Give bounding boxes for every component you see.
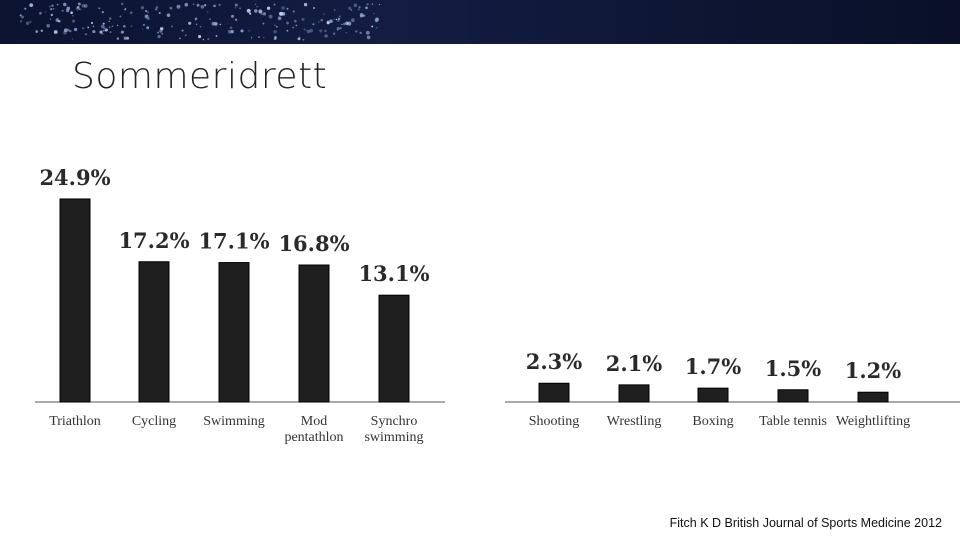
bar (59, 198, 91, 403)
data-label: 1.2% (845, 358, 902, 383)
header-banner (0, 0, 960, 44)
category-label: Synchro (371, 414, 418, 429)
category-label: swimming (364, 430, 423, 445)
bar (857, 391, 889, 403)
bar (618, 384, 650, 403)
category-label: Swimming (203, 414, 264, 429)
bar (218, 262, 250, 403)
data-label: 17.1% (198, 229, 269, 254)
slide-title: Sommeridrett (72, 56, 328, 97)
bar (138, 261, 170, 403)
category-label: Triathlon (49, 414, 101, 429)
bar (777, 389, 809, 403)
bar (378, 294, 410, 403)
data-label: 2.3% (526, 349, 583, 374)
category-label: Shooting (529, 414, 580, 429)
source-citation: Fitch K D British Journal of Sports Medi… (669, 516, 942, 530)
category-label: Wrestling (607, 414, 662, 429)
category-label: Weightlifting (836, 414, 910, 429)
category-label: pentathlon (284, 430, 343, 445)
data-label: 1.5% (765, 356, 822, 381)
data-label: 17.2% (118, 228, 189, 253)
category-label: Cycling (132, 414, 176, 429)
bar-chart: 24.9% Triathlon 17.2% Cycling 17.1% Swimming 1… (35, 165, 960, 445)
data-label: 2.1% (606, 351, 663, 376)
category-label: Table tennis (759, 414, 827, 429)
category-label: Boxing (692, 414, 733, 429)
bar (298, 264, 330, 403)
bar (538, 382, 570, 403)
bar (697, 387, 729, 403)
banner-dot-pattern (19, 2, 381, 41)
data-label: 13.1% (358, 261, 429, 286)
data-label: 16.8% (278, 231, 349, 256)
data-label: 1.7% (685, 354, 742, 379)
category-label: Mod (301, 414, 327, 429)
data-label: 24.9% (39, 165, 110, 190)
